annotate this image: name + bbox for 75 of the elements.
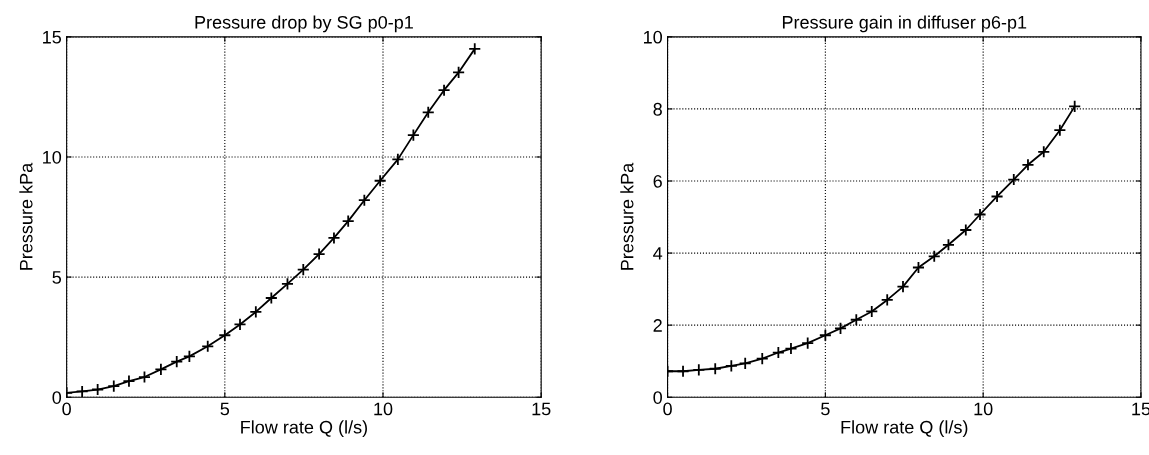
point xyxy=(784,342,798,356)
x-tick-label: 15 xyxy=(532,402,551,416)
point xyxy=(154,362,168,376)
point xyxy=(801,336,815,350)
point xyxy=(406,128,420,142)
point xyxy=(708,362,722,376)
x-tick-label: 0 xyxy=(62,402,71,416)
point xyxy=(676,364,690,378)
point xyxy=(201,339,215,353)
y-axis-title: Pressure kPa xyxy=(620,162,634,270)
point xyxy=(280,277,294,291)
x-tick-label: 10 xyxy=(374,402,393,416)
point xyxy=(122,374,136,388)
y-tick-label: 0 xyxy=(52,391,62,404)
y-tick-label: 10 xyxy=(43,150,62,164)
point xyxy=(834,321,847,335)
y-tick-label: 15 xyxy=(43,30,62,44)
point xyxy=(437,83,451,97)
point xyxy=(941,238,955,252)
y-tick-label: 5 xyxy=(52,271,62,284)
point xyxy=(452,65,466,79)
point xyxy=(959,223,973,237)
point xyxy=(341,214,355,228)
x-axis-title: Flow rate Q (l/s) xyxy=(241,420,367,438)
point xyxy=(312,247,326,261)
point xyxy=(724,359,738,373)
y-tick-label: 4 xyxy=(653,247,663,260)
point xyxy=(818,328,832,342)
point xyxy=(296,263,310,277)
point xyxy=(468,42,482,56)
point xyxy=(738,356,752,370)
y-tick-label: 8 xyxy=(653,102,662,116)
point xyxy=(218,328,232,342)
point xyxy=(927,249,941,263)
x-tick-label: 10 xyxy=(974,402,993,416)
point xyxy=(249,305,263,319)
chart-title: Pressure drop by SG p0-p1 xyxy=(195,15,413,33)
point xyxy=(1068,99,1082,113)
point xyxy=(880,293,894,307)
x-tick-label: 5 xyxy=(220,402,230,416)
y-tick-label: 6 xyxy=(653,174,662,188)
x-tick-label: 5 xyxy=(821,402,830,416)
point xyxy=(75,384,89,398)
point xyxy=(692,363,706,377)
point xyxy=(357,193,371,207)
point xyxy=(1007,173,1021,187)
point xyxy=(264,291,278,305)
point xyxy=(233,317,247,331)
point xyxy=(170,355,184,369)
point xyxy=(421,105,435,119)
chart-title: Pressure gain in diffuser p6-p1 xyxy=(782,15,1027,33)
point xyxy=(1053,123,1067,137)
point xyxy=(91,383,105,396)
point xyxy=(1037,145,1051,159)
y-tick-label: 10 xyxy=(644,30,662,44)
y-axis-title: Pressure kPa xyxy=(19,162,33,270)
point xyxy=(107,379,121,393)
point xyxy=(755,352,769,366)
x-axis-title: Flow rate Q (l/s) xyxy=(841,420,968,438)
point xyxy=(1021,158,1035,172)
point xyxy=(391,152,405,166)
point xyxy=(373,174,387,188)
point xyxy=(771,346,785,359)
point xyxy=(912,261,925,274)
x-tick-label: 0 xyxy=(663,402,672,416)
point xyxy=(138,370,151,384)
point xyxy=(849,313,863,327)
point xyxy=(182,349,196,363)
point xyxy=(973,208,987,221)
point xyxy=(327,231,341,245)
point xyxy=(865,304,879,318)
y-tick-label: 0 xyxy=(653,391,662,404)
point xyxy=(896,280,910,294)
point xyxy=(990,190,1004,203)
y-tick-label: 2 xyxy=(653,319,662,332)
